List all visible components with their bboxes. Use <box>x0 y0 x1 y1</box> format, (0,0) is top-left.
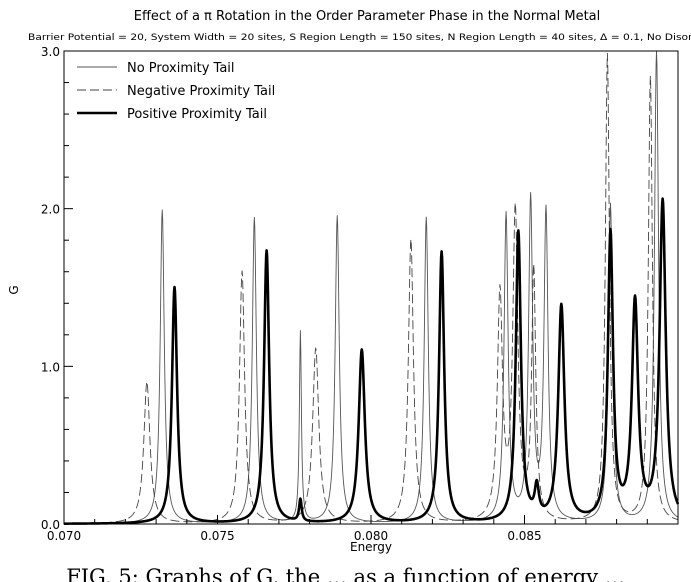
x-tick-label: 0.075 <box>200 529 234 543</box>
y-tick-label: 0.0 <box>41 518 60 532</box>
y-axis-label: G <box>7 285 21 294</box>
y-tick-label: 1.0 <box>41 360 60 374</box>
y-tick-label: 2.0 <box>41 203 60 217</box>
x-tick-label: 0.080 <box>354 529 388 543</box>
chart-subtitle: Barrier Potential = 20, System Width = 2… <box>28 33 691 43</box>
legend-label-1: No Proximity Tail <box>127 61 235 76</box>
y-tick-label: 3.0 <box>41 45 60 59</box>
series-line-3 <box>63 197 680 525</box>
series-line-2 <box>63 52 679 524</box>
legend: No Proximity Tail Negative Proximity Tail… <box>77 61 275 122</box>
chart-title: Effect of a π Rotation in the Order Para… <box>134 9 601 24</box>
legend-label-2: Negative Proximity Tail <box>127 84 275 99</box>
legend-label-3: Positive Proximity Tail <box>127 107 267 122</box>
x-tick-label: 0.085 <box>507 529 541 543</box>
y-ticks: 0.0 1.0 2.0 3.0 <box>41 45 73 532</box>
x-tick-label: 0.070 <box>47 529 81 543</box>
figure-caption: FIG. 5: Graphs of G, the ... as a functi… <box>66 565 625 582</box>
plot-area: 0.070 0.075 0.080 0.085 0.0 1.0 2.0 3.0 <box>41 45 680 543</box>
x-ticks: 0.070 0.075 0.080 0.085 <box>47 515 648 543</box>
x-axis-label: Energy <box>350 540 392 554</box>
